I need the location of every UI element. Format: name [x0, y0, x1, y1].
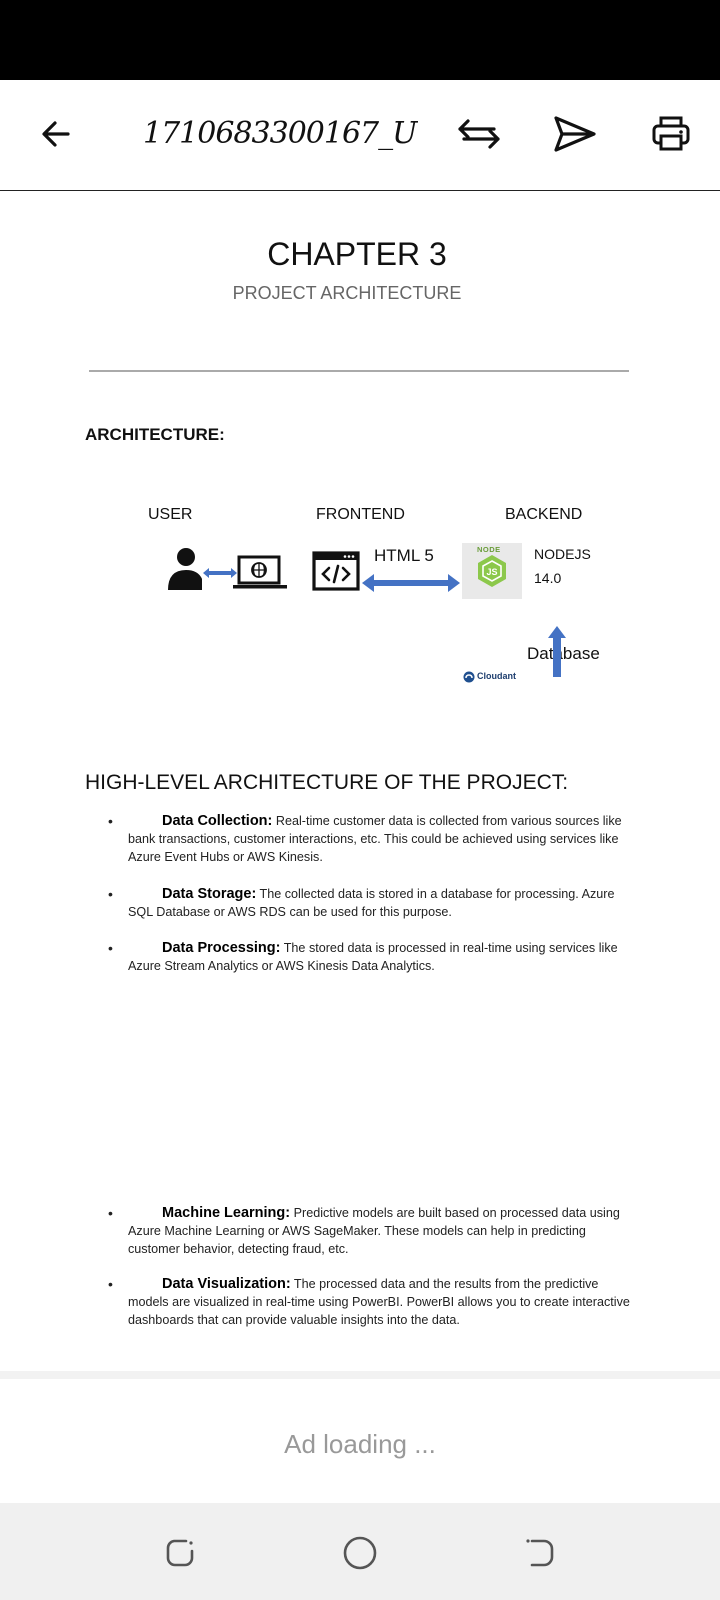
database-label: Database: [527, 644, 600, 663]
nodejs-version: 14.0: [534, 570, 562, 586]
bullet-dot: •: [108, 1276, 113, 1292]
bullet-text: Predictive models are built based on pro…: [128, 1206, 620, 1256]
cloudant-label: Cloudant: [477, 671, 516, 681]
send-icon[interactable]: [551, 110, 599, 158]
document-title: 1710683300167_Untit...: [143, 116, 418, 151]
chapter-subtitle: PROJECT ARCHITECTURE: [232, 283, 462, 303]
frontend-backend-arrow: [362, 574, 460, 592]
ad-loading-text: Ad loading ...: [284, 1429, 436, 1459]
bullet-data-storage: • Data Storage: The collected data is st…: [108, 885, 638, 921]
laptop-globe-icon: [233, 555, 287, 589]
nodejs-logo-icon: JS: [462, 543, 522, 599]
document-page: CHAPTER 3 PROJECT ARCHITECTURE ARCHITECT…: [0, 191, 720, 1371]
svg-text:JS: JS: [486, 567, 497, 577]
html5-label: HTML 5: [374, 546, 434, 565]
bullet-text: The processed data and the results from …: [128, 1277, 630, 1327]
top-app-bar: 1710683300167_Untit...: [0, 80, 720, 191]
bullet-dot: •: [108, 1205, 113, 1221]
system-nav-bar: [0, 1503, 720, 1600]
nodejs-label: NODEJS: [534, 546, 591, 562]
bullet-data-collection: • Data Collection: Real-time customer da…: [108, 812, 638, 866]
printer-icon[interactable]: [647, 110, 695, 158]
user-icon: [168, 548, 202, 590]
code-window-icon: [312, 551, 360, 591]
divider: [89, 370, 629, 372]
home-circle-icon[interactable]: [338, 1531, 382, 1575]
bullet-title: Data Collection:: [162, 813, 273, 829]
bullet-text: Real-time customer data is collected fro…: [128, 814, 622, 864]
arrow-left-icon[interactable]: [32, 110, 80, 158]
cloudant-logo-icon: [463, 671, 475, 683]
bullet-dot: •: [108, 813, 113, 829]
ad-banner[interactable]: Ad loading ...: [0, 1371, 720, 1503]
bullet-title: Data Storage:: [162, 886, 257, 902]
swap-arrows-icon[interactable]: [455, 110, 503, 158]
status-bar: [0, 0, 720, 80]
bullet-data-visualization: • Data Visualization: The processed data…: [108, 1275, 638, 1329]
bullet-dot: •: [108, 886, 113, 902]
recents-icon[interactable]: [158, 1531, 202, 1575]
bullet-machine-learning: • Machine Learning: Predictive models ar…: [108, 1204, 638, 1258]
bullet-title: Machine Learning:: [162, 1205, 291, 1221]
nav-back-icon[interactable]: [518, 1531, 562, 1575]
user-label: USER: [148, 506, 193, 523]
bullet-text: The stored data is processed in real-tim…: [128, 941, 618, 973]
chapter-title: CHAPTER 3: [267, 236, 447, 272]
high-level-heading: HIGH-LEVEL ARCHITECTURE OF THE PROJECT:: [85, 771, 569, 794]
database-arrow-up: [548, 626, 566, 677]
bullet-dot: •: [108, 940, 113, 956]
frontend-label: FRONTEND: [316, 506, 405, 523]
node-logo-text: NODE: [477, 545, 501, 554]
bullet-text: The collected data is stored in a databa…: [128, 887, 615, 919]
backend-label: BACKEND: [505, 506, 583, 523]
architecture-heading: ARCHITECTURE:: [85, 425, 225, 444]
bullet-title: Data Processing:: [162, 940, 281, 956]
architecture-diagram: USER FRONTEND BACKEND HTML 5 NODEJS 14.0: [0, 491, 720, 921]
bullet-data-processing: • Data Processing: The stored data is pr…: [108, 939, 638, 975]
bullet-title: Data Visualization:: [162, 1276, 291, 1292]
user-laptop-arrow: [203, 568, 237, 578]
